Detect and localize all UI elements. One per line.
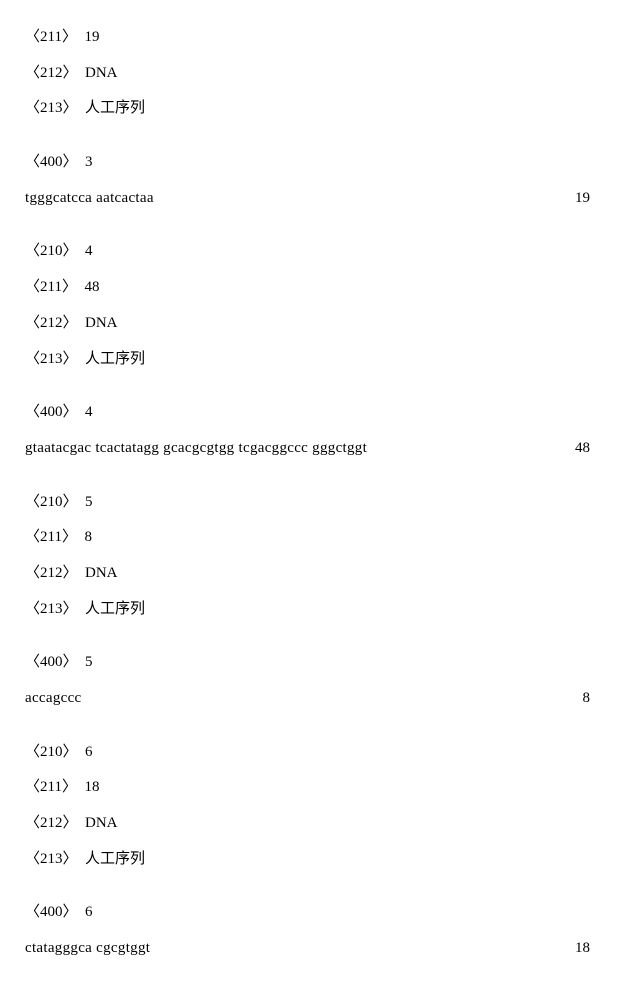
- sequence-tag-line: 〈400〉 4: [25, 395, 598, 431]
- tag-value: 4: [78, 243, 93, 259]
- sequence-tag-line: 〈210〉 4: [25, 234, 598, 270]
- tag-value: DNA: [78, 565, 118, 581]
- tag-key: 〈212〉: [25, 65, 78, 81]
- sequence-tag-line: 〈400〉 5: [25, 645, 598, 681]
- sequence-tag-line: 〈213〉 人工序列: [25, 592, 598, 628]
- sequence-tag-line: 〈213〉 人工序列: [25, 842, 598, 878]
- sequence-tag-line: 〈400〉 6: [25, 895, 598, 931]
- sequence-line: accagccc 8: [25, 681, 598, 717]
- tag-key: 〈213〉: [25, 601, 78, 617]
- tag-key: 〈212〉: [25, 565, 78, 581]
- tag-value: DNA: [78, 315, 118, 331]
- tag-key: 〈400〉: [25, 654, 78, 670]
- sequence-line: tgggcatcca aatcactaa 19: [25, 181, 598, 217]
- blank-line: [25, 216, 598, 234]
- sequence-line: ctatagggca cgcgtggt 18: [25, 931, 598, 967]
- sequence-tag-line: 〈212〉 DNA: [25, 806, 598, 842]
- blank-line: [25, 717, 598, 735]
- tag-value: DNA: [78, 65, 118, 81]
- tag-key: 〈213〉: [25, 100, 78, 116]
- sequence-tag-line: 〈211〉 48: [25, 270, 598, 306]
- tag-key: 〈213〉: [25, 851, 78, 867]
- tag-key: 〈213〉: [25, 351, 78, 367]
- sequence-listing-page: 〈211〉 19〈212〉 DNA〈213〉 人工序列〈400〉 3tgggca…: [25, 20, 598, 967]
- tag-key: 〈212〉: [25, 315, 78, 331]
- blank-line: [25, 127, 598, 145]
- sequence-length: 48: [575, 431, 598, 467]
- tag-key: 〈210〉: [25, 744, 78, 760]
- sequence-tag-line: 〈211〉 19: [25, 20, 598, 56]
- sequence-tag-line: 〈213〉 人工序列: [25, 91, 598, 127]
- tag-value: DNA: [78, 815, 118, 831]
- tag-key: 〈400〉: [25, 904, 78, 920]
- tag-value: 人工序列: [78, 851, 146, 867]
- sequence-length: 18: [575, 931, 598, 967]
- tag-value: 48: [77, 279, 100, 295]
- sequence-length: 19: [575, 181, 598, 217]
- sequence-text: tgggcatcca aatcactaa: [25, 181, 154, 217]
- tag-value: 3: [78, 154, 93, 170]
- tag-value: 8: [77, 529, 92, 545]
- sequence-tag-line: 〈211〉 18: [25, 770, 598, 806]
- sequence-tag-line: 〈212〉 DNA: [25, 306, 598, 342]
- tag-key: 〈400〉: [25, 154, 78, 170]
- sequence-tag-line: 〈400〉 3: [25, 145, 598, 181]
- tag-key: 〈211〉: [25, 529, 77, 545]
- tag-key: 〈212〉: [25, 815, 78, 831]
- sequence-tag-line: 〈210〉 5: [25, 485, 598, 521]
- tag-value: 6: [78, 904, 93, 920]
- blank-line: [25, 377, 598, 395]
- blank-line: [25, 627, 598, 645]
- tag-value: 人工序列: [78, 351, 146, 367]
- blank-line: [25, 877, 598, 895]
- sequence-text: accagccc: [25, 681, 82, 717]
- tag-value: 5: [78, 654, 93, 670]
- tag-key: 〈210〉: [25, 494, 78, 510]
- tag-value: 5: [78, 494, 93, 510]
- tag-value: 19: [77, 29, 100, 45]
- blank-line: [25, 467, 598, 485]
- tag-key: 〈211〉: [25, 779, 77, 795]
- tag-value: 4: [78, 404, 93, 420]
- sequence-text: ctatagggca cgcgtggt: [25, 931, 150, 967]
- sequence-tag-line: 〈210〉 6: [25, 735, 598, 771]
- tag-key: 〈400〉: [25, 404, 78, 420]
- tag-key: 〈211〉: [25, 279, 77, 295]
- tag-value: 人工序列: [78, 100, 146, 116]
- tag-value: 18: [77, 779, 100, 795]
- tag-value: 人工序列: [78, 601, 146, 617]
- tag-value: 6: [78, 744, 93, 760]
- tag-key: 〈210〉: [25, 243, 78, 259]
- sequence-tag-line: 〈211〉 8: [25, 520, 598, 556]
- tag-key: 〈211〉: [25, 29, 77, 45]
- sequence-line: gtaatacgac tcactatagg gcacgcgtgg tcgacgg…: [25, 431, 598, 467]
- sequence-tag-line: 〈213〉 人工序列: [25, 342, 598, 378]
- sequence-text: gtaatacgac tcactatagg gcacgcgtgg tcgacgg…: [25, 431, 367, 467]
- sequence-tag-line: 〈212〉 DNA: [25, 556, 598, 592]
- sequence-tag-line: 〈212〉 DNA: [25, 56, 598, 92]
- sequence-length: 8: [583, 681, 599, 717]
